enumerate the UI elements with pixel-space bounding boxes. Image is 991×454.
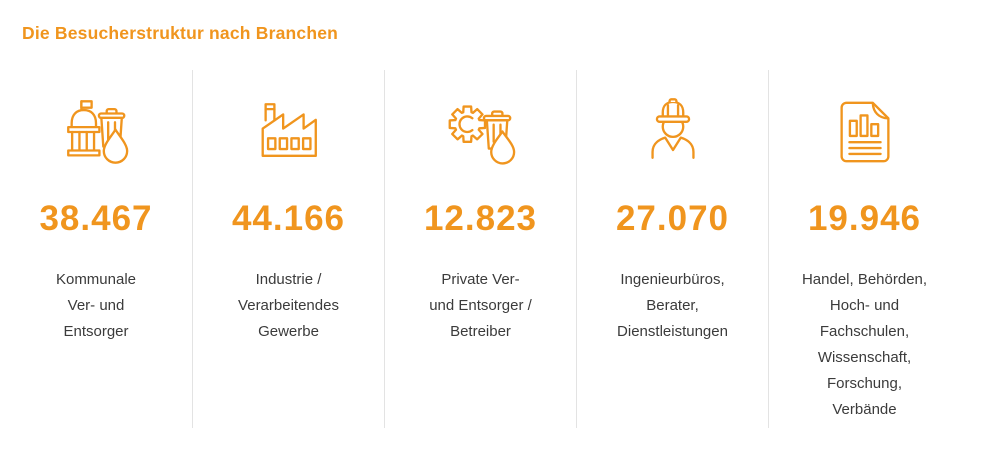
industry-label-line: Handel, Behörden, [801,271,928,288]
industry-columns-row: 38.467 Kommunale Ver- und Entsorger [0,70,961,428]
industry-column-ingenieurbueros: 27.070 Ingenieurbüros, Berater, Dienstle… [576,70,768,428]
icon-wrap [577,95,768,169]
factory-icon [261,103,317,158]
visitor-structure-infographic: Die Besucherstruktur nach Branchen [0,23,991,454]
industry-label-line: Wissenschaft, [817,349,912,366]
icon-wrap [193,95,384,169]
industry-label: Private Ver- und Entsorger / Betreiber [385,267,576,345]
industry-label-line: Fachschulen, [819,323,910,340]
industry-label-line: und Entsorger / [429,297,532,314]
icon-wrap [385,95,576,169]
industry-column-private: 12.823 Private Ver- und Entsorger / Betr… [384,70,576,428]
gear-waste-water-icon [448,105,515,165]
industry-column-kommunale: 38.467 Kommunale Ver- und Entsorger [0,70,192,428]
page-title: Die Besucherstruktur nach Branchen [22,23,339,43]
industry-label-line: Hoch- und [829,297,900,314]
industry-label-line: Verarbeitendes [238,297,339,314]
industry-label-line: Berater, [646,297,699,314]
industry-label-line: Private Ver- [441,271,520,288]
industry-label-line: Industrie / [255,271,322,288]
icon-wrap [769,95,960,169]
industry-label-line: Kommunale [55,271,137,288]
industry-label-line: Forschung, [826,375,903,392]
industry-label: Ingenieurbüros, Berater, Dienstleistunge… [577,267,768,345]
construction-worker-icon [650,98,695,159]
visitor-count: 44.166 [231,199,346,238]
industry-label: Kommunale Ver- und Entsorger [0,267,192,345]
report-document-icon [839,101,890,163]
visitor-count: 38.467 [39,199,153,238]
visitor-count: 19.946 [807,199,922,238]
industry-label-line: Entsorger [63,323,129,340]
industry-label-line: Verbände [832,401,897,418]
visitor-count: 27.070 [615,199,730,238]
industry-label: Handel, Behörden, Hoch- und Fachschulen,… [769,267,960,423]
industry-label-line: Dienstleistungen [617,323,728,340]
industry-label-line: Ingenieurbüros, [620,271,725,288]
industry-column-industrie: 44.166 Industrie / Verarbeitendes Gewerb… [192,70,384,428]
industry-label-line: Gewerbe [258,323,319,340]
industry-column-handel: 19.946 Handel, Behörden, Hoch- und Fachs… [768,70,960,428]
visitor-count: 12.823 [423,199,538,238]
municipal-supply-disposal-icon [67,100,129,164]
industry-label-line: Ver- und [67,297,125,314]
industry-label-line: Betreiber [450,323,511,340]
icon-wrap [0,95,192,169]
industry-label: Industrie / Verarbeitendes Gewerbe [193,267,384,345]
